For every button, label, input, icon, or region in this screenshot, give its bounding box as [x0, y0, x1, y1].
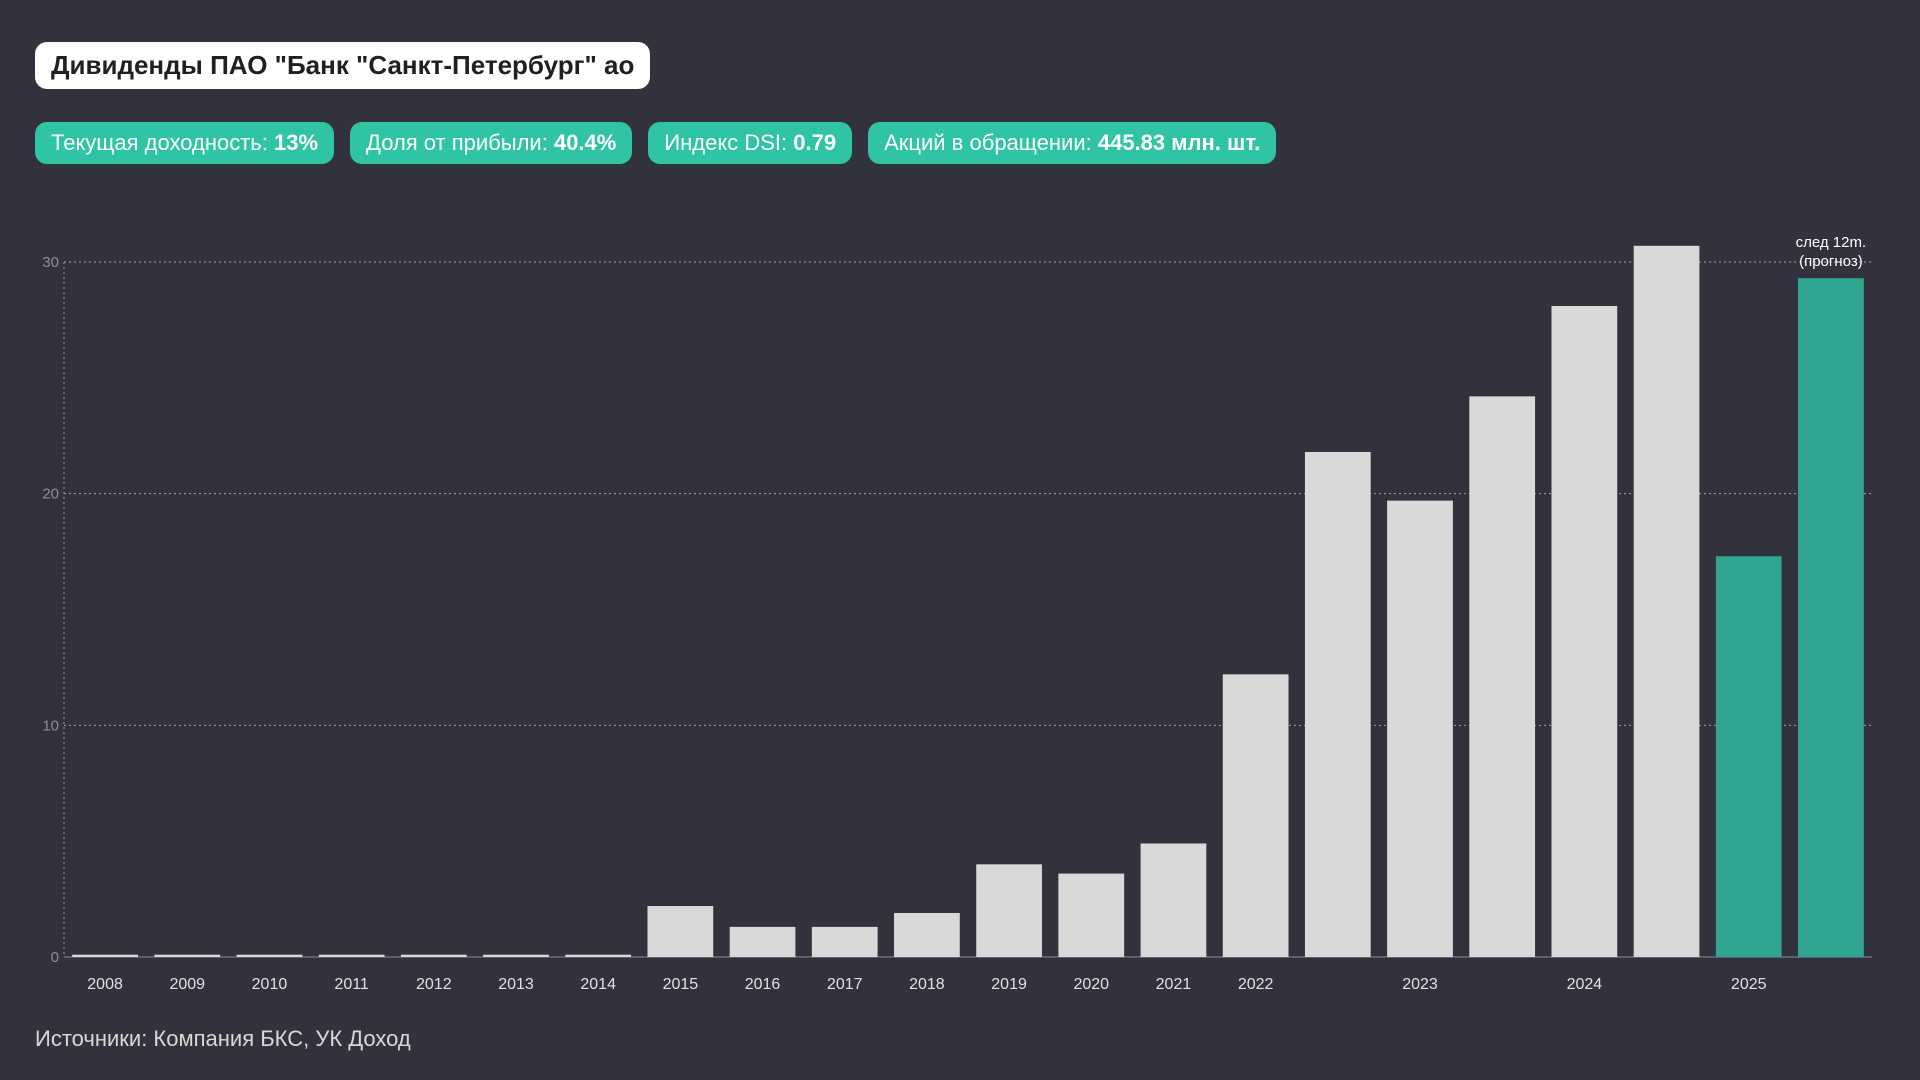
- bar: [1058, 873, 1125, 957]
- bar: [400, 954, 467, 957]
- bar: [1633, 245, 1700, 958]
- x-tick-label: 2014: [580, 976, 616, 993]
- badge-shares-outstanding: Акций в обращении: 445.83 млн. шт.: [868, 122, 1277, 164]
- badge-value: 13%: [274, 130, 319, 155]
- badge-label: Текущая доходность:: [51, 130, 274, 155]
- bar-annotation: след 12m.: [1796, 234, 1867, 251]
- badge-label: Акций в обращении:: [884, 130, 1098, 155]
- x-tick-label: 2015: [663, 976, 699, 993]
- badge-value: 445.83 млн. шт.: [1097, 130, 1261, 155]
- bar: [236, 954, 303, 957]
- stats-badges: Текущая доходность: 13% Доля от прибыли:…: [35, 122, 1277, 164]
- badge-label: Индекс DSI:: [664, 130, 794, 155]
- badge-value: 40.4%: [553, 130, 617, 155]
- badge-label: Доля от прибыли:: [366, 130, 554, 155]
- x-tick-label: 2022: [1238, 976, 1274, 993]
- bar: [1387, 500, 1453, 957]
- chart-title: Дивиденды ПАО "Банк "Санкт-Петербург" ао: [35, 42, 651, 89]
- y-tick-label: 0: [51, 949, 59, 966]
- bar: [483, 954, 549, 957]
- x-tick-label: 2010: [252, 976, 288, 993]
- x-tick-label: 2020: [1073, 976, 1109, 993]
- x-tick-label: 2013: [498, 976, 534, 993]
- x-tick-label: 2018: [909, 976, 945, 993]
- x-tick-label: 2023: [1402, 976, 1438, 993]
- bar: [1304, 451, 1371, 957]
- bar: [1469, 396, 1536, 957]
- x-tick-label: 2021: [1156, 976, 1192, 993]
- x-tick-label: 2019: [991, 976, 1027, 993]
- bar: [1222, 674, 1289, 957]
- bar: [565, 954, 632, 957]
- bar-annotation: (прогноз): [1799, 253, 1863, 270]
- x-tick-label: 2016: [745, 976, 781, 993]
- bar: [976, 864, 1042, 957]
- x-tick-label: 2025: [1731, 976, 1767, 993]
- bar: [72, 954, 138, 957]
- x-tick-label: 2017: [827, 976, 863, 993]
- bar: [1798, 278, 1864, 957]
- y-tick-label: 30: [42, 254, 59, 271]
- y-tick-label: 10: [42, 717, 59, 734]
- x-tick-label: 2024: [1567, 976, 1603, 993]
- bar: [1140, 843, 1207, 957]
- x-tick-label: 2008: [87, 976, 123, 993]
- dividend-bar-chart: 0 10 20 30 2008 2009 2010 2011 2012 2013 2014 2015 2…: [42, 234, 1872, 993]
- source-note: Источники: Компания БКС, УК Доход: [35, 1026, 411, 1051]
- badge-current-yield: Текущая доходность: 13%: [35, 122, 335, 164]
- badge-value: 0.79: [793, 130, 837, 155]
- y-tick-label: 20: [42, 486, 59, 503]
- bar: [729, 926, 796, 957]
- bar: [1715, 556, 1782, 957]
- bar: [318, 954, 385, 957]
- bar: [894, 912, 960, 957]
- bar: [1551, 306, 1618, 957]
- x-tick-label: 2011: [334, 976, 369, 993]
- bar: [811, 926, 878, 957]
- x-tick-label: 2012: [416, 976, 452, 993]
- x-tick-label: 2009: [169, 976, 205, 993]
- bar: [647, 906, 714, 957]
- bar: [154, 954, 221, 957]
- badge-profit-share: Доля от прибыли: 40.4%: [350, 122, 633, 164]
- badge-dsi-index: Индекс DSI: 0.79: [648, 122, 853, 164]
